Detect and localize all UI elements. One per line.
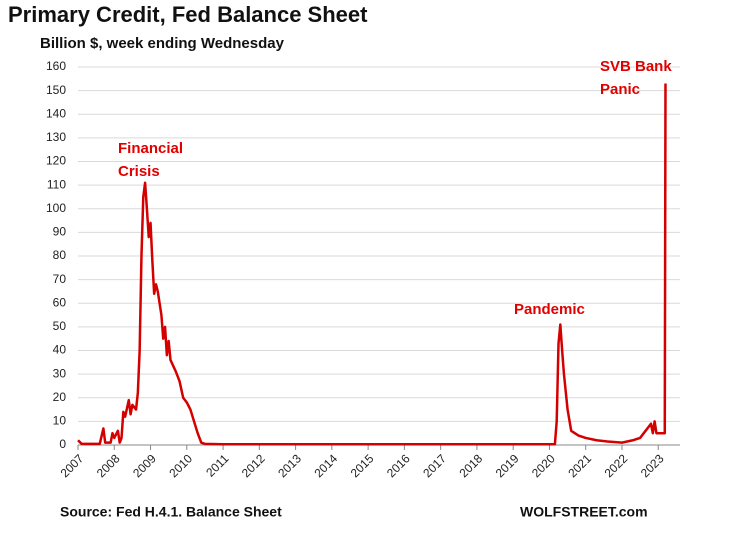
y-tick-label: 130 (46, 130, 66, 144)
annotation: Financial (118, 140, 183, 157)
x-tick-label: 2019 (493, 451, 522, 480)
y-tick-label: 120 (46, 154, 66, 168)
annotation: Pandemic (514, 301, 585, 318)
x-tick-label: 2010 (166, 451, 195, 480)
y-tick-label: 20 (53, 390, 67, 404)
annotation: SVB Bank (600, 58, 672, 75)
x-tick-label: 2022 (602, 451, 631, 480)
x-tick-label: 2017 (420, 451, 449, 480)
x-tick-label: 2013 (275, 451, 304, 480)
x-tick-label: 2015 (348, 451, 377, 480)
y-tick-label: 70 (53, 272, 67, 286)
annotation: Panic (600, 81, 640, 98)
x-tick-label: 2011 (203, 451, 231, 479)
x-tick-label: 2023 (638, 451, 667, 480)
annotation: Crisis (118, 163, 160, 180)
y-tick-label: 100 (46, 201, 66, 215)
chart-title: Primary Credit, Fed Balance Sheet (8, 2, 368, 27)
y-tick-label: 150 (46, 83, 66, 97)
x-tick-label: 2016 (384, 451, 413, 480)
line (77, 83, 667, 446)
y-tick-label: 40 (53, 343, 67, 357)
x-tick-label: 2007 (58, 451, 87, 480)
source: Source: Fed H.4.1. Balance Sheet (60, 504, 282, 520)
y-tick-label: 160 (46, 59, 66, 73)
x-tick-label: 2012 (239, 451, 268, 480)
y-tick-label: 0 (59, 437, 66, 451)
y-tick-label: 10 (53, 414, 67, 428)
x-tick-label: 2018 (456, 451, 485, 480)
y-tick-label: 140 (46, 106, 66, 120)
y-tick-label: 30 (53, 366, 67, 380)
y-tick-label: 90 (53, 225, 67, 239)
y-tick-label: 80 (53, 248, 67, 262)
x-tick-label: 2021 (565, 451, 594, 480)
x-tick-label: 2008 (94, 451, 123, 480)
x-tick-label: 2009 (130, 451, 159, 480)
credit: WOLFSTREET.com (520, 504, 648, 520)
x-tick-label: 2014 (311, 451, 340, 480)
y-tick-label: 60 (53, 295, 67, 309)
chart-subtitle: Billion $, week ending Wednesday (40, 35, 285, 52)
y-tick-label: 110 (47, 177, 66, 191)
y-tick-label: 50 (53, 319, 67, 333)
x-tick-label: 2020 (529, 451, 558, 480)
